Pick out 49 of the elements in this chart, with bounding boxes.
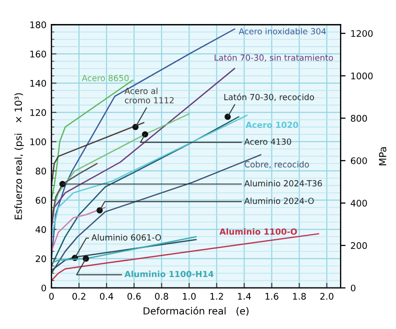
x-tick-label: 1.2 <box>210 292 223 300</box>
text: Latón 70-30, recocido <box>224 93 314 102</box>
y-tick-label: 80 <box>36 168 46 174</box>
line-series <box>51 233 320 282</box>
y2-tick-label: 400 <box>350 200 367 207</box>
text: Latón 70-30, sin tratamiento <box>214 54 333 62</box>
x-tick-label: 1.6 <box>266 292 278 300</box>
x-tick-label: 0.4 <box>100 292 114 300</box>
text: Acero al cromo 1112 <box>124 88 174 104</box>
line-series <box>51 122 144 186</box>
x-tick-label: 0.6 <box>127 292 141 300</box>
y-tick-label: 60 <box>36 196 46 204</box>
series-label: Acero 8650 <box>82 74 129 82</box>
x-axis-title: Deformación real (e) <box>144 306 248 316</box>
y2-tick-label: 1200 <box>351 30 373 37</box>
x-tick-label: 0.2 <box>72 292 86 300</box>
series-label: Cobre, recocido <box>244 161 309 168</box>
y-tick-label: 0 <box>41 284 46 292</box>
x-tick-label: 0.8 <box>155 292 168 300</box>
line-series <box>51 236 197 264</box>
series-label: Aluminio 6061-O <box>91 234 162 241</box>
line-series <box>51 113 190 216</box>
line-series <box>51 162 98 223</box>
x-tick-label: 0 <box>49 292 54 300</box>
y2-tick-label: 0 <box>350 284 356 292</box>
x-tick-label: 1.0 <box>182 292 196 300</box>
x-tick-label: 1.4 <box>238 293 251 300</box>
y2-axis-title: MPa <box>379 147 386 166</box>
x-tick-label: 2.0 <box>320 292 334 300</box>
x-tick-label: 1.8 <box>293 292 306 300</box>
series-label: Aluminio 1100-O <box>219 228 297 235</box>
y2-tick-label: 200 <box>350 242 367 250</box>
text: Acero 4130 <box>244 138 292 145</box>
y2-tick-label: 1000 <box>351 72 373 80</box>
y2-tick-label: 800 <box>350 114 367 122</box>
y-tick-label: 180 <box>30 21 46 28</box>
y-axis-title: Esfuerzo real, (psi × 10³) <box>14 93 24 220</box>
text: Aluminio 2024-T36 <box>244 180 322 186</box>
y-tick-label: 160 <box>30 50 46 58</box>
y-tick-label: 140 <box>30 80 46 87</box>
y-tick-label: 40 <box>36 226 46 233</box>
y-tick-label: 20 <box>36 255 46 262</box>
series-label: Acero 1020 <box>246 122 298 128</box>
text: Aluminio 2024-O <box>244 198 314 204</box>
text: Aluminio 1100-H14 <box>124 270 214 278</box>
y-tick-label: 100 <box>30 138 46 146</box>
y2-tick-label: 600 <box>350 157 367 164</box>
y-tick-label: 120 <box>30 109 46 116</box>
series-label: Acero inoxidable 304 <box>238 28 326 34</box>
